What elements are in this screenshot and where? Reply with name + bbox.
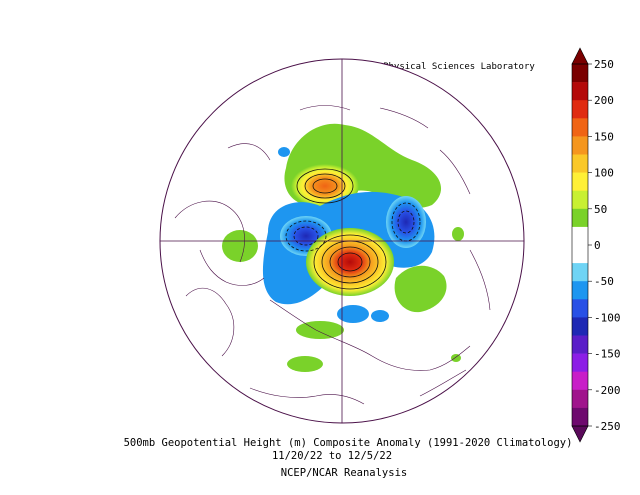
colorbar-cell <box>572 136 588 155</box>
colorbar-cell <box>572 208 588 228</box>
colorbar-cell <box>572 281 588 300</box>
colorbar-cell <box>572 226 588 246</box>
colorbar-tick-label: -150 <box>594 348 621 361</box>
colorbar-tick-label: 50 <box>594 203 607 216</box>
colorbar-cell <box>572 389 588 409</box>
colorbar-tick-label: -200 <box>594 384 621 397</box>
colorbar-tick-label: 0 <box>594 239 601 252</box>
colorbar-cell <box>572 190 588 210</box>
colorbar-cell <box>572 335 588 354</box>
colorbar-tick-label: -100 <box>594 311 621 324</box>
caption-title: 500mb Geopotential Height (m) Composite … <box>124 437 573 449</box>
colorbar-cell <box>572 245 588 264</box>
green-lobe-east <box>394 265 447 313</box>
colorbar-tick-label: -250 <box>594 420 621 433</box>
lab-credit: NOAA Physical Sciences Laboratory <box>356 62 535 72</box>
caption-source: NCEP/NCAR Reanalysis <box>281 467 407 479</box>
colorbar-cell <box>572 317 588 336</box>
colorbar-cell <box>572 154 588 173</box>
graticule <box>160 59 524 423</box>
polar-map <box>160 59 524 423</box>
anomaly-contours <box>285 168 421 290</box>
colorbar-cell <box>572 353 588 372</box>
green-blob-west <box>222 230 258 262</box>
anomaly-shading <box>222 123 464 372</box>
colorbar-tick-label: 250 <box>594 58 614 71</box>
colorbar-cell <box>572 299 588 318</box>
colorbar: 250 200 150 100 50 0 -50 -100 -150 -200 -250 <box>571 47 621 443</box>
colorbar-cell <box>572 118 588 137</box>
colorbar-tick-label: 200 <box>594 94 614 107</box>
colorbar-cell <box>572 64 588 83</box>
red-high-core <box>306 228 394 296</box>
colorbar-cell <box>572 172 588 191</box>
colorbar-tick-label: -50 <box>594 275 614 288</box>
colorbar-cell <box>572 371 588 391</box>
colorbar-cell <box>572 82 588 101</box>
map-boundary <box>159 58 525 424</box>
caption-dates: 11/20/22 to 12/5/22 <box>272 450 392 462</box>
colorbar-top-arrow <box>571 47 589 65</box>
colorbar-cell <box>572 100 588 119</box>
colorbar-cell <box>572 407 588 427</box>
colorbar-cell <box>572 263 588 282</box>
colorbar-bottom-arrow <box>571 425 589 443</box>
colorbar-tick-label: 150 <box>594 130 614 143</box>
colorbar-tick-label: 100 <box>594 167 614 180</box>
